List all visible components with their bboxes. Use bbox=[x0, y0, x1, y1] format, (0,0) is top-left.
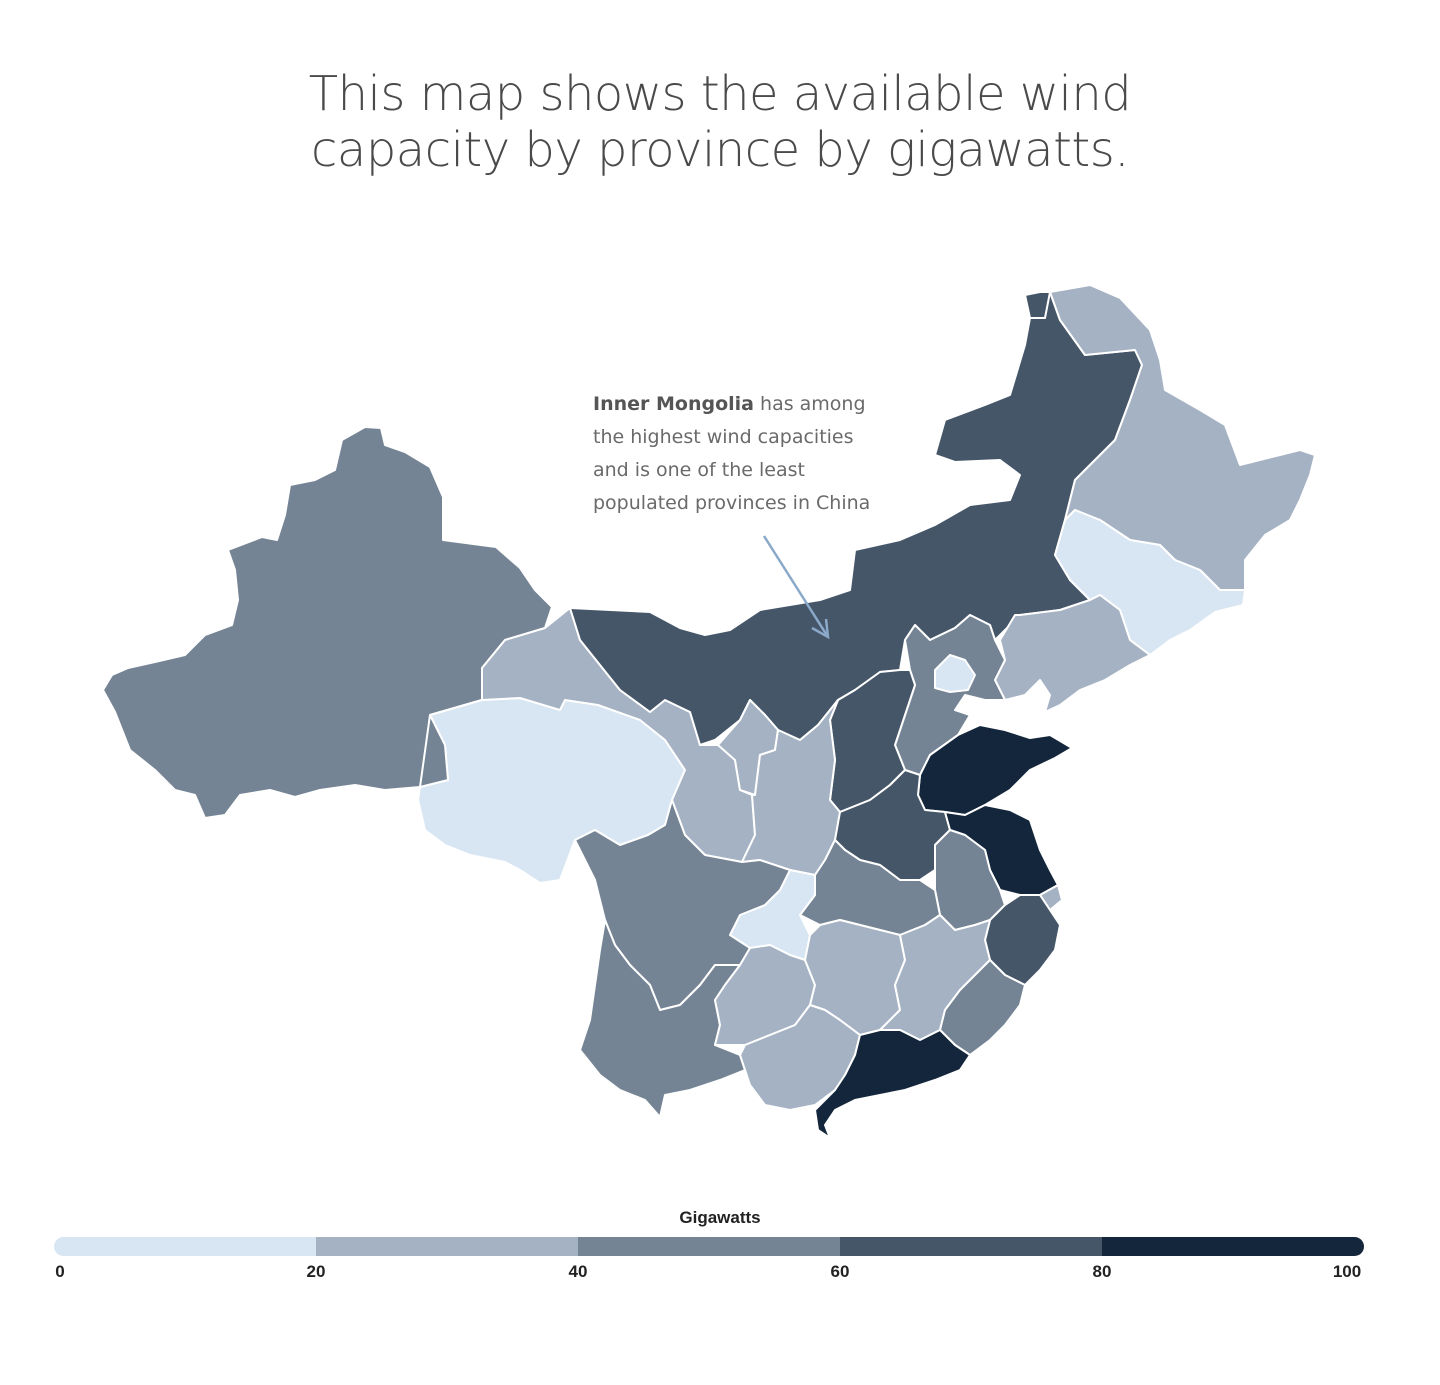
annotation-line-4: populated provinces in China bbox=[593, 492, 871, 514]
annotation-arrow bbox=[762, 535, 830, 640]
legend-title: Gigawatts bbox=[679, 1208, 761, 1227]
region-heilongjiang-north[interactable] bbox=[1024, 291, 1051, 319]
region-tibet[interactable] bbox=[419, 699, 483, 788]
legend-tick-label: 20 bbox=[306, 1262, 326, 1281]
legend-tick-label: 0 bbox=[55, 1262, 65, 1281]
region-heilongjiang[interactable] bbox=[1049, 284, 1316, 591]
legend-segment bbox=[840, 1237, 1102, 1256]
annotation-line-1-rest: has among bbox=[753, 393, 866, 415]
region-liaoning[interactable] bbox=[994, 594, 1151, 713]
title-line-2: capacity by province by gigawatts. bbox=[311, 122, 1129, 178]
annotation-text: Inner Mongolia has among the highest win… bbox=[593, 388, 913, 520]
region-guangdong[interactable] bbox=[814, 1029, 971, 1139]
legend-tick-label: 80 bbox=[1092, 1262, 1112, 1281]
region-xinjiang[interactable] bbox=[102, 426, 553, 819]
legend-segment bbox=[578, 1237, 840, 1256]
annotation-line-1: Inner Mongolia has among bbox=[593, 388, 913, 421]
legend-segment bbox=[316, 1237, 578, 1256]
legend-segment bbox=[1102, 1237, 1364, 1256]
region-beijing[interactable] bbox=[934, 654, 976, 693]
title-line-1: This map shows the available wind bbox=[308, 66, 1132, 122]
legend-tick-label: 40 bbox=[568, 1262, 588, 1281]
annotation-line-2: the highest wind capacities bbox=[593, 426, 854, 448]
legend-tick-label: 100 bbox=[1332, 1262, 1362, 1281]
legend-color-bar bbox=[54, 1237, 1364, 1256]
legend-tick-label: 60 bbox=[830, 1262, 850, 1281]
annotation-line-3: and is one of the least bbox=[593, 459, 805, 481]
map-title: This map shows the available wind capaci… bbox=[0, 66, 1440, 178]
legend-ticks: 0 20 40 60 80 100 bbox=[0, 1262, 1440, 1286]
annotation-highlight: Inner Mongolia bbox=[593, 393, 754, 415]
legend-segment bbox=[54, 1237, 316, 1256]
